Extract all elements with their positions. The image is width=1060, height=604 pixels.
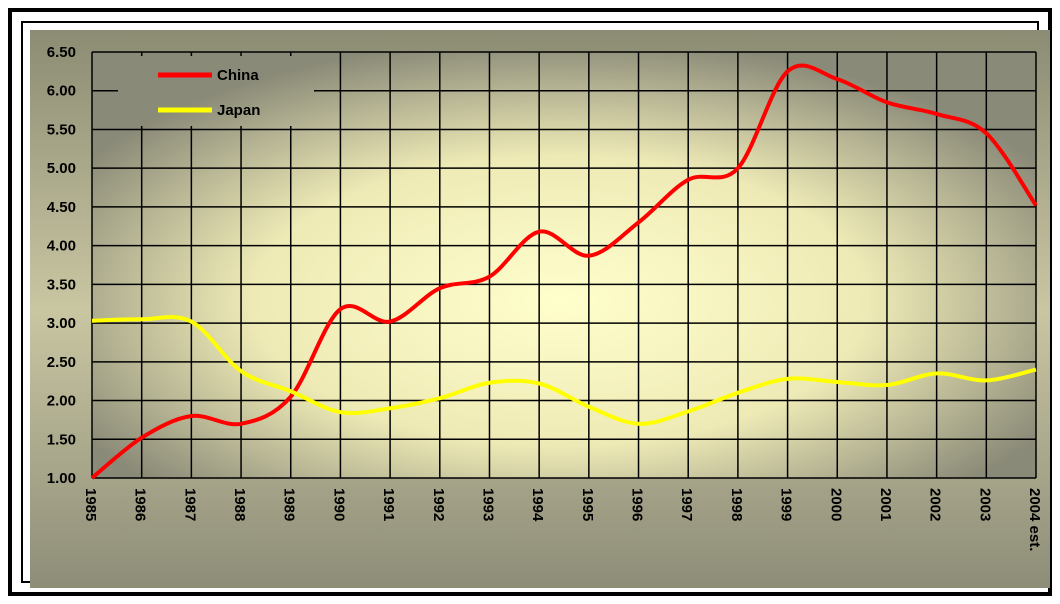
x-tick-label: 1988: [231, 488, 248, 521]
legend-label: China: [217, 67, 259, 84]
y-tick-label: 6.00: [47, 83, 76, 100]
y-tick-label: 5.50: [47, 121, 76, 138]
x-tick-label: 1990: [330, 488, 347, 521]
legend-box: [118, 56, 314, 126]
x-tick-label: 1999: [778, 488, 795, 521]
x-tick-label: 1985: [82, 488, 99, 521]
y-tick-label: 3.50: [47, 276, 76, 293]
y-tick-label: 5.00: [47, 160, 76, 177]
x-tick-label: 1994: [529, 488, 546, 522]
x-tick-label: 1993: [479, 488, 496, 521]
y-tick-label: 2.50: [47, 354, 76, 371]
y-tick-label: 4.50: [47, 199, 76, 216]
x-tick-label: 1986: [132, 488, 149, 521]
x-tick-label: 2001: [877, 488, 894, 521]
y-tick-label: 1.00: [47, 470, 76, 487]
x-tick-label: 1996: [629, 488, 646, 521]
x-tick-label: 1989: [281, 488, 298, 521]
x-tick-label: 2000: [827, 488, 844, 521]
y-tick-label: 2.00: [47, 393, 76, 410]
series-line: [91, 315, 1037, 426]
x-tick-label: 1991: [380, 488, 397, 521]
series-line: [90, 63, 1038, 480]
x-tick-label: 1995: [579, 488, 596, 521]
x-tick-label: 2002: [927, 488, 944, 521]
legend-label: Japan: [217, 102, 260, 119]
x-tick-label: 1987: [181, 488, 198, 521]
x-tick-label: 1997: [678, 488, 695, 521]
x-tick-label: 2004 est.: [1026, 488, 1043, 551]
legend: China Japan: [158, 67, 260, 119]
x-tick-label: 1998: [728, 488, 745, 521]
y-tick-label: 4.00: [47, 238, 76, 255]
y-tick-label: 3.00: [47, 315, 76, 332]
axis-labels: 1.00 1.50 2.00 2.50 3.00 3.50 4.00 4.50 5.00 5.50…: [47, 44, 1043, 551]
x-tick-label: 1992: [430, 488, 447, 521]
y-tick-label: 1.50: [47, 431, 76, 448]
y-tick-label: 6.50: [47, 44, 76, 61]
x-tick-label: 2003: [976, 488, 993, 521]
series-lines: [90, 63, 1038, 480]
